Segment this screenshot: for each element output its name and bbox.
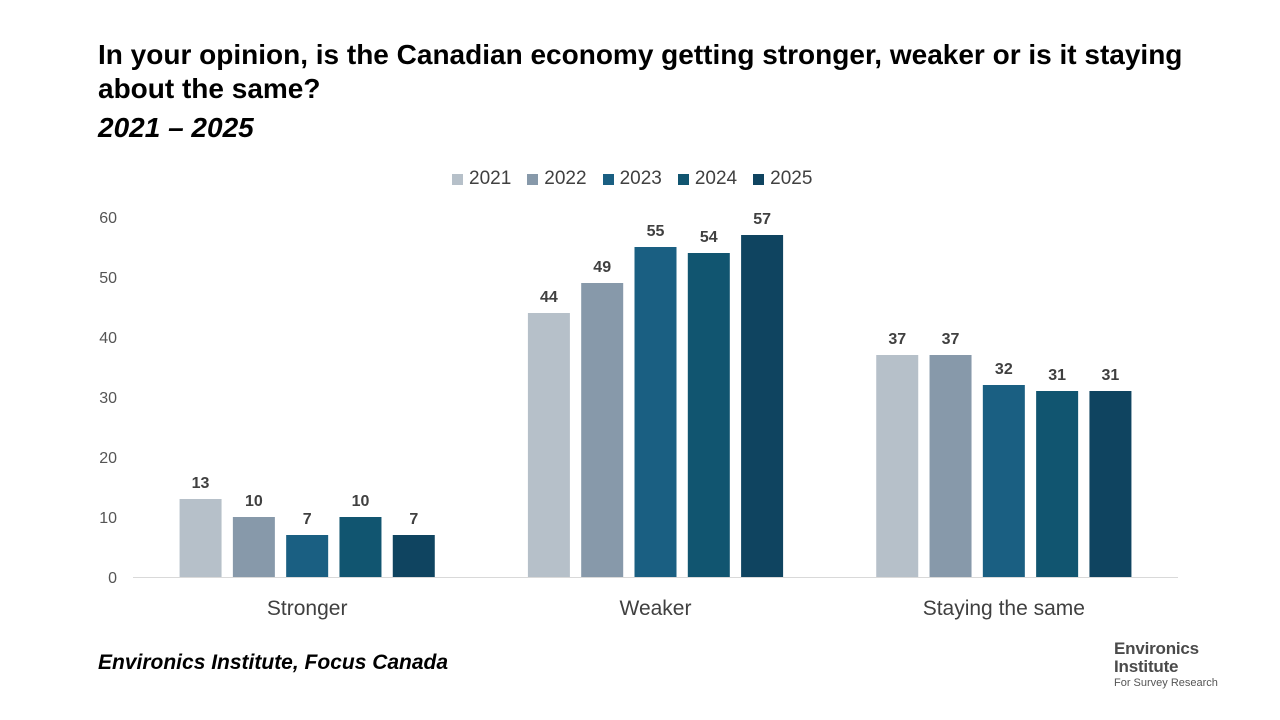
data-label: 31	[1102, 367, 1120, 384]
legend-label: 2022	[544, 168, 587, 189]
logo-line-3: For Survey Research	[1114, 677, 1218, 689]
bar-2023	[286, 535, 329, 577]
legend-swatch	[677, 173, 689, 185]
logo-line-1: Environics	[1114, 639, 1199, 658]
y-tick-label: 10	[99, 510, 117, 527]
data-label: 7	[303, 511, 312, 528]
legend-label: 2023	[619, 168, 662, 189]
data-label: 10	[352, 493, 370, 510]
data-label: 13	[192, 475, 210, 492]
legend-swatch	[753, 173, 765, 185]
legend-swatch	[452, 173, 463, 185]
data-label: 7	[409, 511, 418, 528]
bar-2022	[581, 283, 624, 577]
legend-swatch	[602, 173, 614, 185]
data-label: 55	[647, 223, 665, 240]
bar-2021	[527, 313, 570, 577]
bar-2025	[741, 235, 784, 577]
source-note: Environics Institute, Focus Canada	[98, 651, 449, 674]
legend-item-2024: 2024	[677, 168, 738, 190]
legend-item-2021: 2021	[452, 168, 511, 190]
data-label: 37	[942, 331, 960, 348]
y-tick-label: 50	[99, 270, 117, 287]
chart-title: In your opinion, is the Canadian economy…	[98, 39, 1183, 104]
legend-label: 2024	[694, 168, 738, 189]
x-category-label: Weaker	[620, 597, 692, 620]
data-label: 10	[245, 493, 263, 510]
legend-item-2023: 2023	[602, 168, 662, 190]
data-label: 49	[593, 259, 611, 276]
x-category-label: Staying the same	[923, 597, 1085, 620]
data-label: 31	[1048, 367, 1066, 384]
y-tick-label: 30	[99, 390, 117, 407]
logo-line-2: Institute	[1114, 657, 1179, 676]
bar-2024	[339, 517, 382, 577]
legend-swatch	[527, 173, 539, 185]
bar-2021	[876, 355, 919, 577]
data-label: 32	[995, 361, 1013, 378]
data-label: 37	[888, 331, 906, 348]
legend-label: 2025	[770, 168, 813, 189]
legend-item-2025: 2025	[753, 168, 812, 190]
bar-2021	[179, 499, 222, 577]
y-tick-label: 40	[99, 330, 117, 347]
legend-label: 2021	[469, 168, 512, 189]
chart-subtitle: 2021 – 2025	[98, 112, 254, 143]
bar-2022	[929, 355, 972, 577]
bar-2025	[392, 535, 435, 577]
bar-2023	[982, 385, 1025, 577]
data-label: 57	[753, 211, 771, 228]
y-tick-label: 20	[99, 450, 117, 467]
x-category-label: Stronger	[267, 597, 348, 620]
y-tick-label: 0	[108, 570, 117, 587]
bar-2024	[1036, 391, 1079, 577]
data-label: 54	[700, 229, 718, 246]
bar-2022	[232, 517, 275, 577]
legend-item-2022: 2022	[527, 168, 587, 190]
y-tick-label: 60	[99, 210, 117, 227]
bar-2024	[687, 253, 730, 577]
environics-logo: Environics Institute For Survey Research	[1114, 640, 1234, 690]
bar-2023	[634, 247, 677, 577]
bar-2025	[1089, 391, 1132, 577]
data-label: 44	[540, 289, 558, 306]
